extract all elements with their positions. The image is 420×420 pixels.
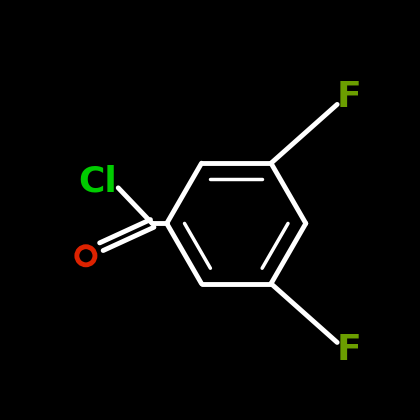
Text: Cl: Cl [78, 164, 117, 198]
Text: F: F [337, 333, 362, 367]
Text: F: F [337, 80, 362, 114]
